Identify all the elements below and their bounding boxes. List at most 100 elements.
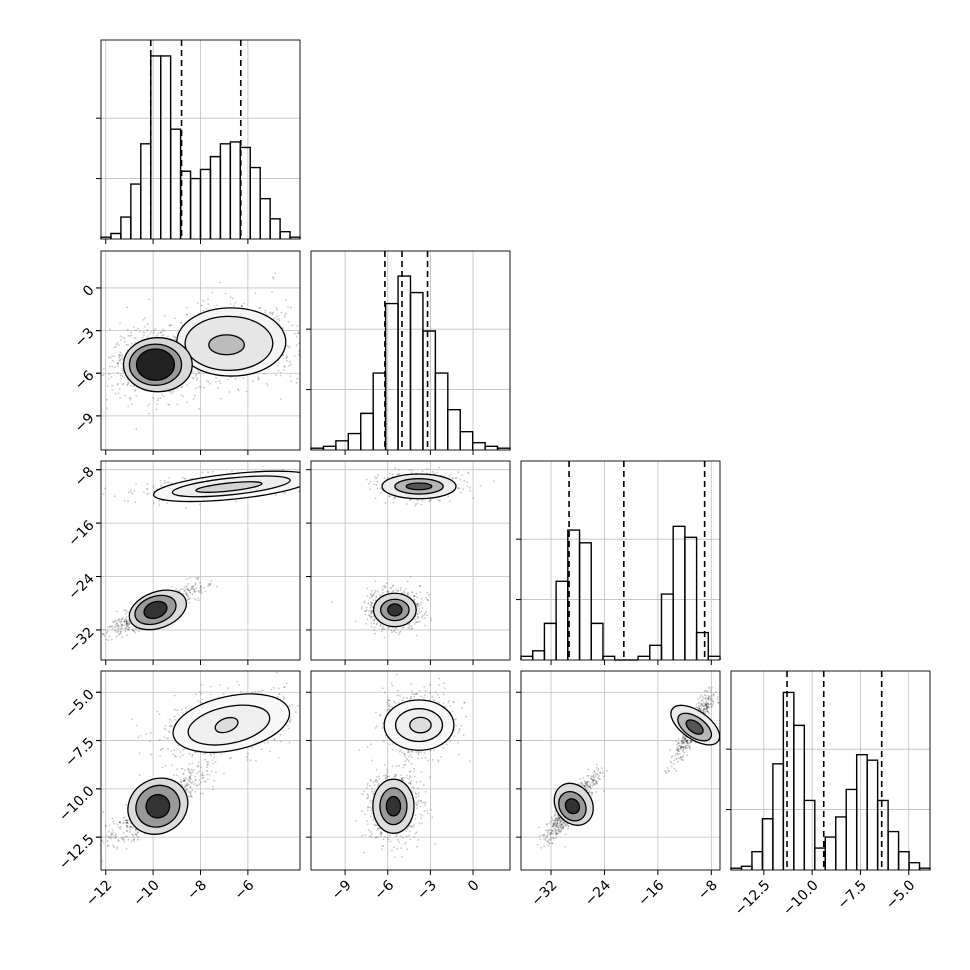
sample-point <box>185 710 188 713</box>
sample-point <box>101 860 103 863</box>
sample-point <box>195 577 198 579</box>
sample-point <box>231 470 234 473</box>
sample-point <box>254 292 257 294</box>
sample-point <box>375 483 378 486</box>
x-tick-label: −7.5 <box>835 877 870 912</box>
sample-point <box>201 776 204 779</box>
sample-point <box>188 769 191 772</box>
sample-point <box>220 397 222 400</box>
sample-point <box>424 624 426 627</box>
sample-point <box>125 627 128 629</box>
sample-point <box>121 369 124 372</box>
sample-point <box>117 362 119 364</box>
sample-point <box>179 588 182 591</box>
sample-point <box>179 321 182 324</box>
sample-point <box>160 331 162 334</box>
sample-point <box>376 590 379 593</box>
sample-point <box>199 701 202 703</box>
sample-point <box>251 746 254 749</box>
sample-point <box>384 585 387 588</box>
sample-point <box>295 711 297 714</box>
sample-point <box>106 632 108 634</box>
sample-point <box>479 485 482 487</box>
sample-point <box>160 499 163 502</box>
sample-point <box>111 384 114 387</box>
sample-point <box>147 404 149 407</box>
sample-point <box>122 382 125 385</box>
sample-point <box>376 480 379 483</box>
sample-point <box>204 780 207 783</box>
sample-point <box>176 768 178 771</box>
panel-frame <box>520 460 721 661</box>
sample-point <box>105 638 108 641</box>
sample-point <box>206 763 209 766</box>
sample-point <box>462 488 464 491</box>
sample-point <box>262 689 264 692</box>
sample-point <box>463 479 466 482</box>
sample-point <box>185 784 188 787</box>
sample-point <box>239 690 242 693</box>
sample-point <box>167 730 170 732</box>
sample-point <box>388 495 391 498</box>
sample-point <box>133 385 136 387</box>
sample-point <box>116 384 119 386</box>
sample-point <box>394 497 396 499</box>
sample-point <box>135 428 138 431</box>
sample-point <box>145 733 148 735</box>
sample-point <box>432 471 434 473</box>
sample-point <box>137 327 139 330</box>
sample-point <box>199 581 201 584</box>
sample-point <box>126 622 128 625</box>
sample-point <box>169 324 171 327</box>
sample-point <box>202 299 205 302</box>
sample-point <box>146 329 149 332</box>
sample-point <box>451 477 454 480</box>
sample-point <box>302 339 304 341</box>
sample-point <box>394 496 397 499</box>
sample-point <box>413 623 416 625</box>
sample-point <box>284 314 286 316</box>
sample-point <box>438 466 440 469</box>
sample-point <box>374 580 377 583</box>
sample-point <box>116 362 119 365</box>
sample-point <box>96 628 98 630</box>
histogram-bin <box>590 622 604 660</box>
sample-point <box>201 471 204 474</box>
sample-point <box>117 362 119 364</box>
sample-point <box>127 629 130 631</box>
sample-point <box>108 625 111 628</box>
contour-level <box>387 603 403 617</box>
sample-point <box>177 589 180 592</box>
sample-point <box>116 823 119 826</box>
sample-point <box>271 313 274 316</box>
sample-point <box>418 608 421 610</box>
sample-point <box>123 500 126 502</box>
sample-point <box>371 605 374 608</box>
sample-point <box>415 503 417 506</box>
sample-point <box>181 476 184 479</box>
sample-point <box>420 603 422 606</box>
sample-point <box>116 622 119 625</box>
sample-point <box>370 604 373 607</box>
sample-point <box>193 590 196 592</box>
sample-point <box>439 499 441 502</box>
sample-point <box>417 620 420 623</box>
sample-point <box>187 589 189 592</box>
sample-point <box>134 501 137 504</box>
sample-point <box>372 594 375 597</box>
sample-point <box>409 469 411 471</box>
sample-point <box>392 630 395 633</box>
sample-point <box>384 502 387 505</box>
sample-point <box>373 626 376 629</box>
sample-point <box>276 695 279 698</box>
sample-point <box>242 377 245 380</box>
sample-point <box>376 487 379 490</box>
sample-point <box>274 494 277 496</box>
sample-point <box>285 359 288 362</box>
sample-point <box>301 321 303 323</box>
sample-point <box>287 320 290 323</box>
sample-point <box>113 346 116 349</box>
sample-point <box>125 621 128 624</box>
sample-point <box>186 384 189 386</box>
